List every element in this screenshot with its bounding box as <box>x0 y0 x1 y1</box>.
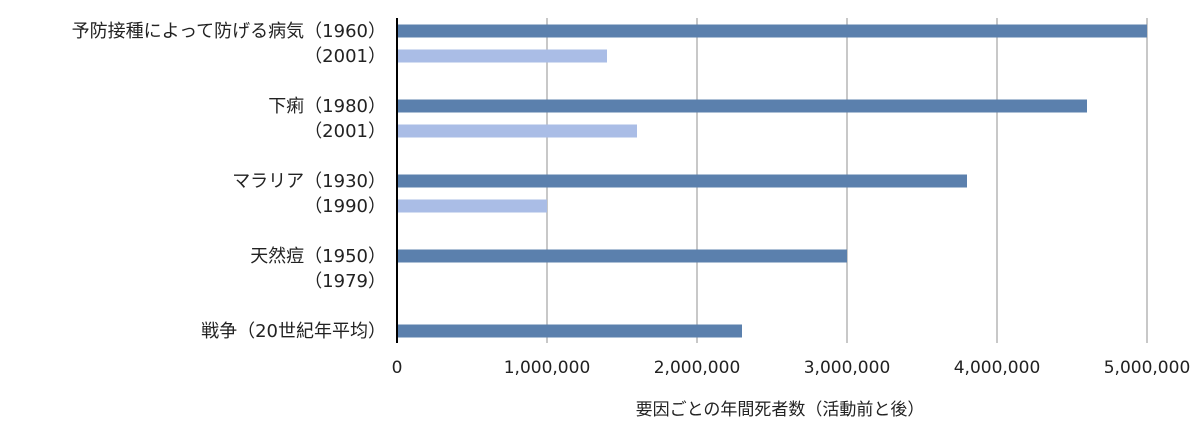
category-label: 戦争（20世紀年平均） <box>201 321 386 342</box>
category-label: （1979） <box>304 271 386 292</box>
x-tick-label: 0 <box>392 358 403 378</box>
bar-before <box>397 174 967 188</box>
category-label: 下痢（1980） <box>268 96 386 117</box>
category-label: マラリア（1930） <box>232 171 386 192</box>
x-axis-title: 要因ごとの年間死者数（活動前と後） <box>636 400 925 420</box>
bar-after <box>397 124 637 138</box>
x-tick-label: 2,000,000 <box>654 358 741 378</box>
x-tick-label: 3,000,000 <box>804 358 891 378</box>
x-tick-labels: 0 1,000,000 2,000,000 3,000,000 4,000,000 5,0… <box>392 358 1191 378</box>
category-label: 天然痘（1950） <box>250 246 386 267</box>
category-label: （2001） <box>304 121 386 142</box>
category-label: （2001） <box>304 46 386 67</box>
bar-after <box>397 49 607 63</box>
x-tick-label: 4,000,000 <box>954 358 1041 378</box>
category-label: 予防接種によって防げる病気（1960） <box>72 21 386 42</box>
category-labels: 予防接種によって防げる病気（1960） （2001） 下痢（1980） （2001） マ… <box>72 21 386 342</box>
bar-before <box>397 99 1087 113</box>
bars <box>397 24 1147 338</box>
bar-after <box>397 199 547 213</box>
category-label: （1990） <box>304 196 386 217</box>
x-tick-label: 1,000,000 <box>504 358 591 378</box>
bar-before <box>397 249 847 263</box>
x-tick-label: 5,000,000 <box>1104 358 1191 378</box>
bar-before <box>397 24 1147 38</box>
bar-before <box>397 324 742 338</box>
